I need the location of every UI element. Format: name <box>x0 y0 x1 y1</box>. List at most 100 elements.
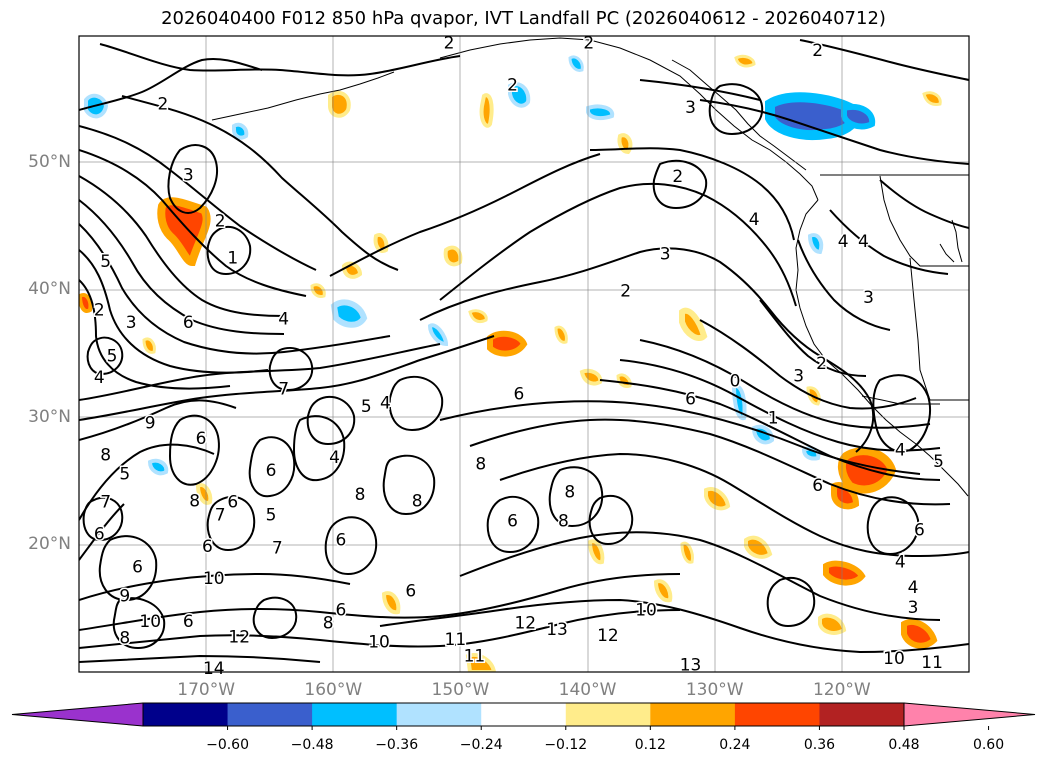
colorbar-tick-label: 0.60 <box>972 737 1005 753</box>
contour-label: 8 <box>189 491 200 511</box>
colorbar-segment <box>227 703 313 726</box>
anomaly-patch <box>427 323 449 347</box>
contour-label: 6 <box>196 429 207 449</box>
colorbar-segment <box>143 703 229 726</box>
contour-label: 3 <box>660 245 671 265</box>
colorbar-tick-label: 0.24 <box>719 737 751 753</box>
anomaly-patch <box>679 307 708 342</box>
contour-label: 10 <box>139 612 161 632</box>
contour-label: 3 <box>685 98 696 118</box>
contour-label: 6 <box>507 512 518 532</box>
contour-label: 2 <box>583 33 594 53</box>
contour-label: 6 <box>94 524 105 544</box>
anomaly-patch <box>468 309 488 324</box>
contour-label: 6 <box>812 476 823 496</box>
ivt-contours <box>79 39 969 663</box>
colorbar-tick-label: 0.36 <box>803 737 836 753</box>
contour-label: 8 <box>100 445 111 465</box>
map-frame <box>78 35 970 673</box>
latitude-label: 20°N <box>28 533 71 554</box>
contour-label: 10 <box>203 569 225 589</box>
contour-label: 6 <box>183 313 194 333</box>
latitude-label: 50°N <box>28 152 71 173</box>
anomaly-patch <box>831 482 860 510</box>
contour-label: 4 <box>895 552 906 572</box>
anomaly-patch <box>901 619 938 649</box>
anomaly-patch <box>731 383 747 421</box>
colorbar-tick-label: −0.24 <box>459 737 503 753</box>
anomaly-patch <box>147 458 169 476</box>
anomaly-patch <box>554 325 568 344</box>
anomaly-patch <box>653 579 673 603</box>
contour-label: 2 <box>94 300 105 320</box>
anomaly-patch <box>479 93 494 128</box>
map-title: 2026040400 F012 850 hPa qvapor, IVT Land… <box>161 8 886 29</box>
anomaly-patch <box>837 447 897 494</box>
contour-label: 5 <box>933 452 944 472</box>
contour-label: 5 <box>361 397 372 417</box>
contour-label: 11 <box>464 646 486 666</box>
colorbar-tick-label: 0.48 <box>888 737 920 753</box>
contour-label: 6 <box>336 601 347 621</box>
colorbar-segment <box>650 703 736 726</box>
contour-label: 4 <box>908 578 919 598</box>
contour-label: 8 <box>412 491 423 511</box>
contour-label: 8 <box>475 454 486 474</box>
anomaly-patch <box>568 55 584 72</box>
anomaly-patch <box>142 337 156 354</box>
anomaly-patch <box>823 560 866 586</box>
contour-label: 8 <box>119 629 130 649</box>
contour-label: 4 <box>838 232 849 252</box>
contour-label: 11 <box>921 653 943 673</box>
anomaly-patch <box>341 261 363 279</box>
contour-label: 6 <box>132 557 143 577</box>
longitude-label: 140°W <box>558 680 617 700</box>
colorbar-segment <box>819 703 905 726</box>
anomaly-fill-layer <box>79 54 942 672</box>
contour-label: 7 <box>100 493 111 513</box>
contour-label: 3 <box>126 313 137 333</box>
longitude-label: 170°W <box>177 680 236 700</box>
contour-label: 7 <box>272 538 283 558</box>
contour-label: 6 <box>685 390 696 410</box>
colorbar-frame <box>142 702 905 727</box>
colorbar-frame-left <box>11 702 144 727</box>
contour-label: 0 <box>730 372 741 392</box>
contour-label: 1 <box>227 248 238 268</box>
anomaly-patch <box>734 54 756 68</box>
contour-label: 7 <box>278 379 289 399</box>
colorbar-segment <box>481 703 567 726</box>
anomaly-patch <box>373 233 389 253</box>
anomaly-patch <box>508 82 531 108</box>
contour-label: 6 <box>183 612 194 632</box>
longitude-label: 150°W <box>431 680 490 700</box>
longitude-label: 160°W <box>304 680 363 700</box>
contour-label: 2 <box>507 75 518 95</box>
anomaly-patch <box>465 653 497 672</box>
anomaly-patch <box>587 539 605 565</box>
contour-label: 13 <box>680 655 702 675</box>
contour-label: 6 <box>336 531 347 551</box>
contour-label: 5 <box>100 252 111 272</box>
contour-label: 3 <box>793 367 804 387</box>
colorbar-extend-low <box>12 703 143 726</box>
contour-label: 10 <box>368 632 390 652</box>
contour-label: 2 <box>620 281 631 301</box>
contour-label: 4 <box>895 440 906 460</box>
anomaly-patch <box>841 104 876 130</box>
contour-label: 6 <box>405 582 416 602</box>
contour-label: 2 <box>158 94 169 114</box>
contour-label: 12 <box>228 627 250 647</box>
contour-label: 8 <box>323 613 334 633</box>
colorbar-tick-label: −0.36 <box>375 737 419 753</box>
contour-label: 12 <box>597 626 619 646</box>
contour-label: 4 <box>858 232 869 252</box>
anomaly-patch <box>310 283 326 298</box>
anomaly-patch <box>807 233 824 255</box>
anomaly-patch <box>586 104 615 121</box>
anomaly-patch <box>616 373 632 388</box>
latitude-label: 40°N <box>28 279 71 300</box>
anomaly-patch <box>487 330 528 357</box>
anomaly-patch <box>330 299 368 328</box>
